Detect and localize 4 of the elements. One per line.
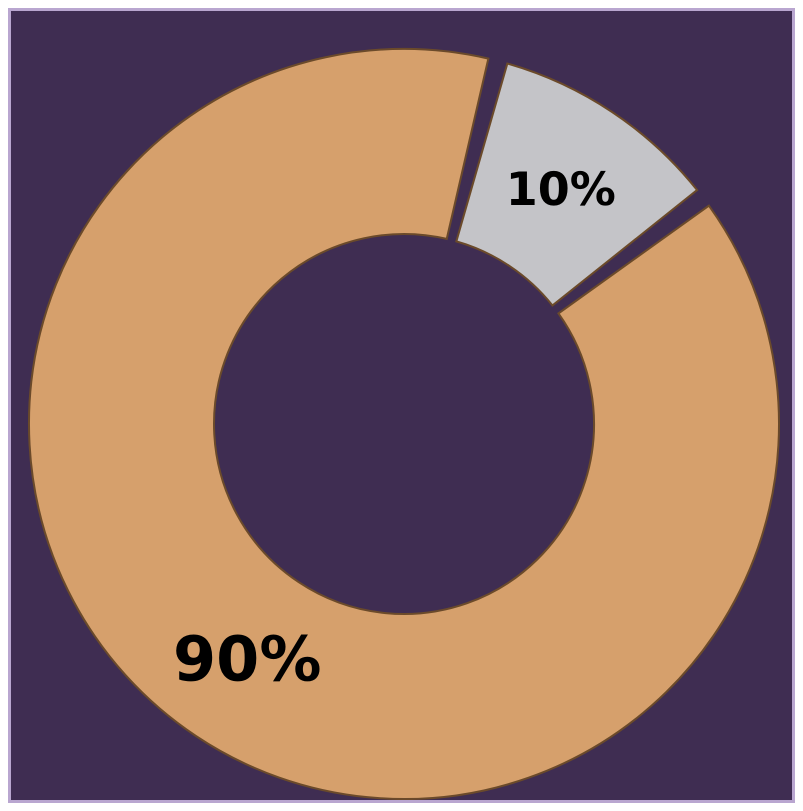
data-label: 10% <box>506 162 616 216</box>
data-label: 90% <box>173 622 322 696</box>
donut-slice <box>28 48 780 800</box>
donut-slice <box>455 62 698 306</box>
